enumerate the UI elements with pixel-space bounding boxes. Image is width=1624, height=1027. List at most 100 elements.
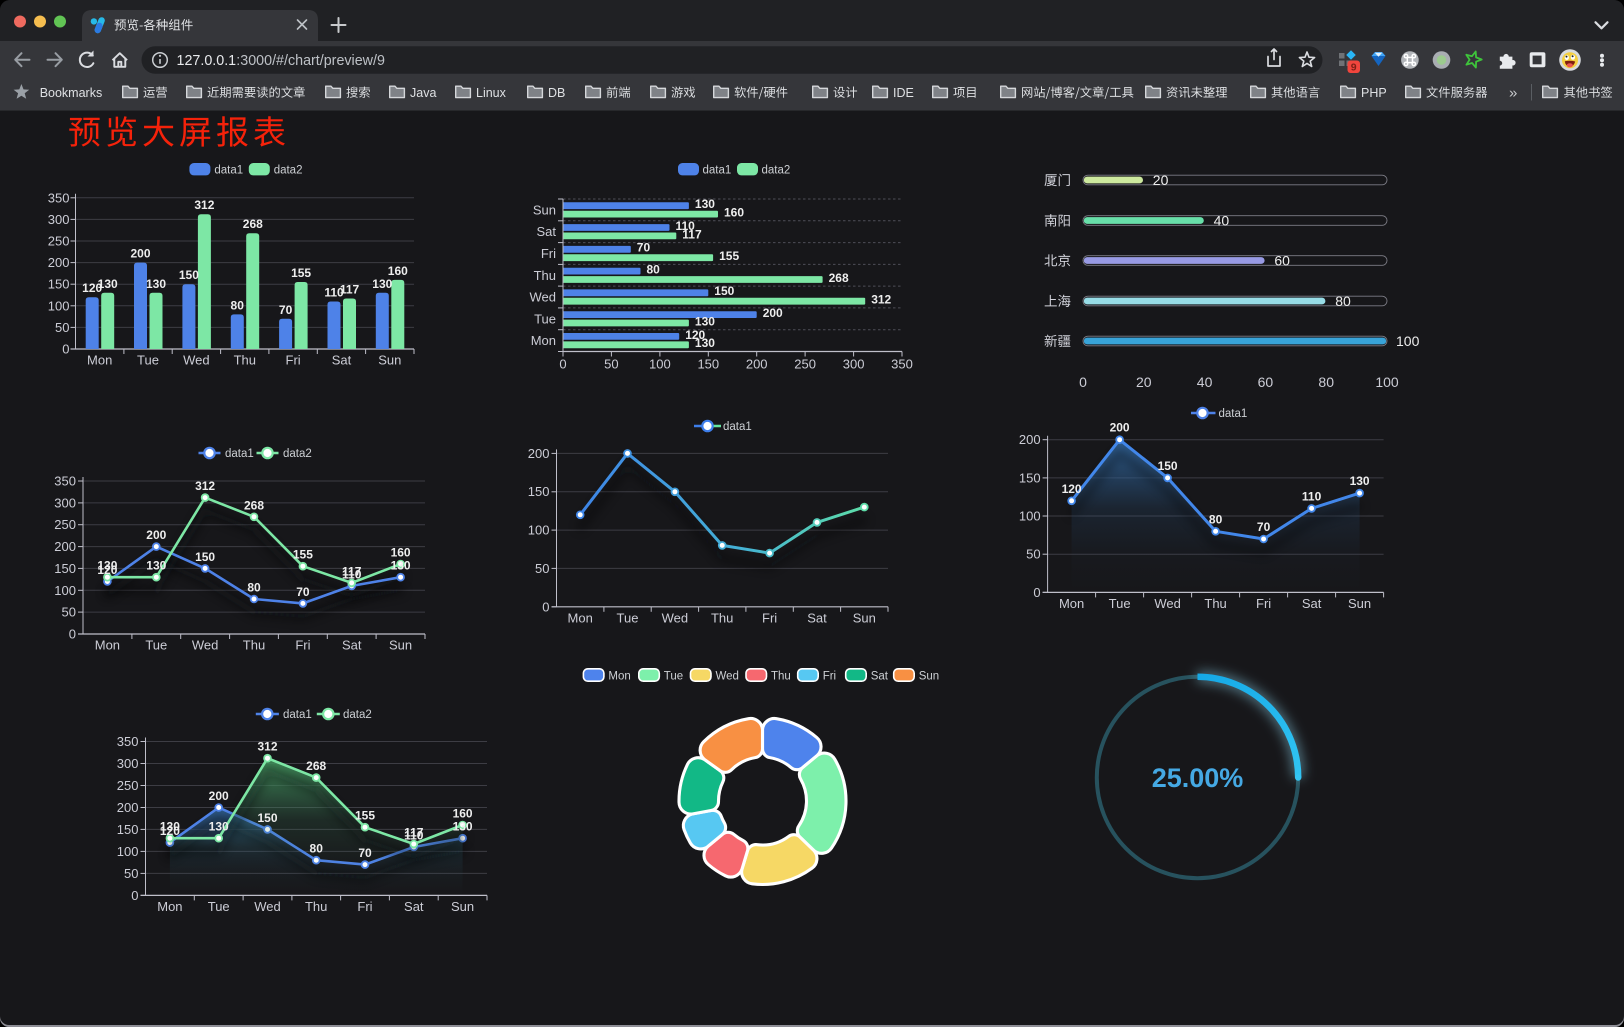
svg-text:155: 155 [291, 266, 311, 280]
svg-text:Linux: Linux [476, 86, 507, 100]
svg-text:IDE: IDE [893, 86, 914, 100]
svg-text:Mon: Mon [531, 333, 556, 348]
svg-text:130: 130 [372, 277, 392, 291]
svg-text:130: 130 [146, 559, 166, 573]
svg-text:data1: data1 [723, 421, 752, 433]
svg-text:0: 0 [542, 599, 549, 614]
svg-text:60: 60 [1258, 374, 1274, 390]
svg-text:160: 160 [391, 546, 411, 560]
svg-text:312: 312 [257, 740, 277, 754]
svg-text:0: 0 [69, 627, 76, 642]
svg-text:Mon: Mon [568, 610, 593, 625]
svg-text:50: 50 [62, 605, 76, 620]
svg-text:130: 130 [97, 559, 117, 573]
svg-text:130: 130 [695, 197, 715, 211]
svg-text:268: 268 [829, 271, 849, 285]
svg-text:110: 110 [404, 829, 424, 843]
svg-text:130: 130 [209, 820, 229, 834]
svg-text:200: 200 [1110, 421, 1130, 435]
svg-text:130: 130 [98, 277, 118, 291]
svg-text:Tue: Tue [137, 353, 159, 368]
svg-text:100: 100 [117, 844, 139, 859]
svg-text:Wed: Wed [662, 610, 689, 625]
svg-text:data1: data1 [225, 448, 254, 460]
svg-text:Fri: Fri [357, 899, 372, 914]
svg-text:Sun: Sun [533, 202, 556, 217]
svg-text:Tue: Tue [1109, 596, 1131, 611]
svg-text:350: 350 [117, 734, 139, 749]
svg-text:data2: data2 [762, 164, 791, 176]
svg-text:Sun: Sun [919, 670, 939, 682]
svg-text:data1: data1 [214, 164, 243, 176]
svg-text:Thu: Thu [305, 899, 327, 914]
svg-text:300: 300 [117, 756, 139, 771]
svg-text:20: 20 [1153, 172, 1169, 188]
svg-text:200: 200 [146, 528, 166, 542]
svg-text:130: 130 [695, 314, 715, 328]
svg-text:Sat: Sat [332, 353, 352, 368]
svg-text:Fri: Fri [1256, 596, 1271, 611]
svg-text:Thu: Thu [771, 670, 791, 682]
svg-text:Sat: Sat [404, 899, 424, 914]
svg-text:150: 150 [714, 284, 734, 298]
svg-text:312: 312 [194, 198, 214, 212]
svg-text:Sun: Sun [389, 638, 412, 653]
svg-text:150: 150 [1158, 459, 1178, 473]
svg-text:200: 200 [54, 539, 76, 554]
svg-text::3000/#/chart/preview/9: :3000/#/chart/preview/9 [236, 53, 385, 69]
svg-text:120: 120 [1062, 482, 1082, 496]
svg-text:117: 117 [404, 826, 424, 840]
svg-text:160: 160 [388, 264, 408, 278]
svg-text:50: 50 [55, 320, 69, 335]
svg-text:Tue: Tue [617, 610, 639, 625]
svg-text:80: 80 [231, 298, 245, 312]
svg-text:130: 130 [695, 336, 715, 350]
svg-text:Fri: Fri [286, 353, 301, 368]
svg-text:data2: data2 [274, 164, 303, 176]
svg-text:127.0.0.1: 127.0.0.1 [177, 53, 237, 69]
svg-text:0: 0 [1079, 374, 1087, 390]
svg-text:130: 130 [160, 820, 180, 834]
svg-text:0: 0 [62, 342, 69, 357]
svg-text:data2: data2 [283, 448, 312, 460]
svg-text:Tue: Tue [145, 638, 167, 653]
svg-text:200: 200 [130, 247, 150, 261]
svg-text:80: 80 [247, 581, 261, 595]
svg-text:0: 0 [131, 888, 138, 903]
svg-text:Wed: Wed [183, 353, 210, 368]
svg-text:300: 300 [54, 495, 76, 510]
svg-text:110: 110 [342, 567, 362, 581]
svg-text:150: 150 [195, 550, 215, 564]
svg-text:300: 300 [843, 357, 865, 372]
svg-text:155: 155 [355, 809, 375, 823]
svg-text:200: 200 [746, 357, 768, 372]
svg-text:100: 100 [48, 298, 70, 313]
svg-text:300: 300 [48, 212, 70, 227]
svg-text:150: 150 [1019, 470, 1041, 485]
svg-text:250: 250 [48, 234, 70, 249]
svg-text:Tue: Tue [664, 670, 683, 682]
svg-text:Thu: Thu [711, 610, 733, 625]
svg-text:data1: data1 [1219, 408, 1248, 420]
svg-text:Mon: Mon [157, 899, 182, 914]
svg-text:70: 70 [296, 585, 310, 599]
svg-text:70: 70 [279, 303, 293, 317]
svg-text:150: 150 [117, 822, 139, 837]
svg-text:DB: DB [548, 86, 565, 100]
svg-text:120: 120 [82, 281, 102, 295]
svg-text:130: 130 [146, 277, 166, 291]
svg-text:155: 155 [719, 249, 739, 263]
svg-text:70: 70 [1257, 520, 1271, 534]
svg-text:Sun: Sun [853, 610, 876, 625]
svg-text:Sun: Sun [378, 353, 401, 368]
svg-text:250: 250 [54, 517, 76, 532]
svg-text:350: 350 [48, 190, 70, 205]
svg-text:Sat: Sat [1302, 596, 1322, 611]
svg-text:100: 100 [528, 523, 550, 538]
svg-text:200: 200 [209, 789, 229, 803]
svg-text:Mon: Mon [1059, 596, 1084, 611]
svg-text:40: 40 [1197, 374, 1213, 390]
svg-text:80: 80 [1318, 374, 1334, 390]
svg-text:50: 50 [1026, 547, 1040, 562]
svg-text:117: 117 [340, 283, 360, 297]
